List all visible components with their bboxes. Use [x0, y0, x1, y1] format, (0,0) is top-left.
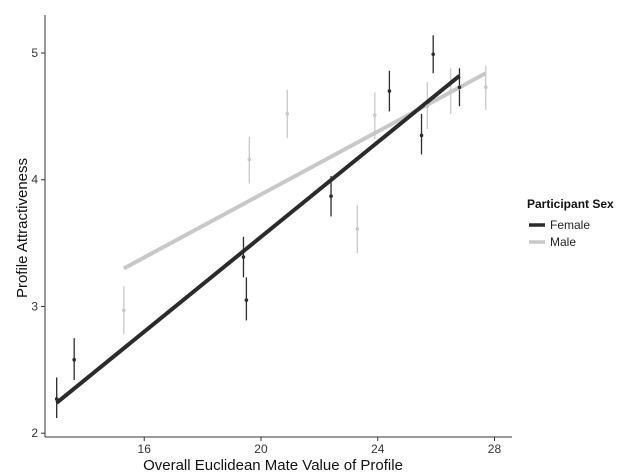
female-data-point [72, 357, 76, 362]
male-data-point [355, 227, 360, 231]
x-tick-label: 20 [254, 442, 268, 456]
female-data-point [419, 133, 424, 138]
female-data-point [329, 194, 333, 199]
female-data-point [387, 89, 392, 93]
male-data-point [425, 104, 430, 109]
data-points [54, 52, 488, 401]
x-tick-label: 28 [488, 442, 502, 456]
male-data-point [373, 113, 377, 117]
fit-lines [55, 71, 487, 405]
female-data-point [244, 298, 249, 302]
male-data-point [122, 308, 126, 313]
x-tick-label: 24 [371, 442, 385, 456]
legend-label-female: Female [550, 218, 590, 232]
x-tick-label: 16 [138, 442, 152, 456]
male-data-point [247, 157, 252, 162]
legend-title: Participant Sex [527, 197, 614, 211]
male-data-point [448, 89, 453, 93]
female-data-point [431, 52, 435, 57]
plot-area: 16 20 24 28 2 3 4 5 [31, 15, 512, 456]
y-tick-label: 2 [31, 426, 38, 440]
male-data-point [285, 112, 290, 116]
y-tick-label: 5 [31, 46, 38, 60]
legend-label-male: Male [550, 235, 576, 249]
x-axis-title: Overall Euclidean Mate Value of Profile [143, 457, 403, 474]
y-axis-title: Profile Attractiveness [14, 158, 31, 298]
legend: Participant Sex Female Male [527, 197, 614, 249]
axis-ticks: 16 20 24 28 2 3 4 5 [31, 46, 501, 456]
y-tick-label: 3 [31, 299, 38, 313]
female-data-point [241, 255, 246, 259]
y-tick-label: 4 [31, 173, 38, 187]
female-fit-line [55, 74, 461, 405]
female-data-point [54, 397, 59, 401]
female-data-point [457, 85, 462, 90]
male-data-point [483, 85, 488, 90]
